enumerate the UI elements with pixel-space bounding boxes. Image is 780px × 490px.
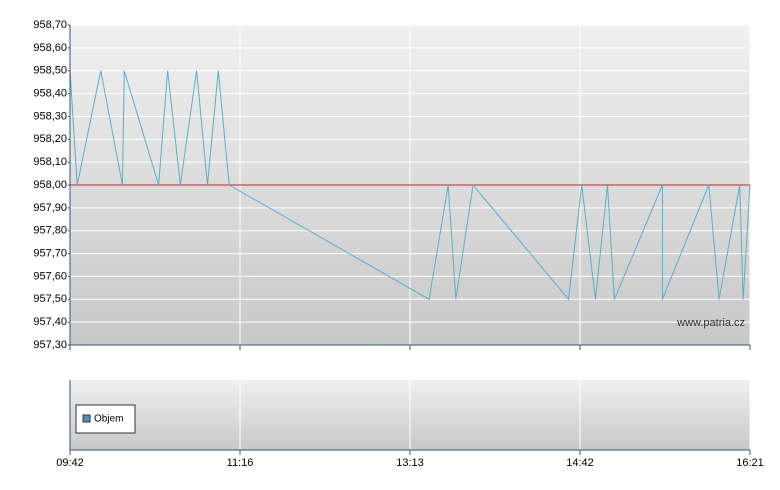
y-tick-label: 957,80 [33,225,67,237]
legend-label: Objem [94,414,123,425]
y-tick-label: 958,40 [33,87,67,99]
watermark: www.patria.cz [676,317,745,329]
x-tick-label: 09:42 [56,457,84,469]
x-tick-label: 16:21 [736,457,764,469]
price-line [69,70,751,301]
y-tick-label: 957,90 [33,202,67,214]
y-tick-label: 958,00 [33,179,67,191]
x-tick-label: 13:13 [396,457,424,469]
y-tick-label: 958,50 [33,65,67,77]
y-tick-label: 958,70 [33,19,67,31]
y-tick-label: 957,70 [33,247,67,259]
y-tick-label: 958,10 [33,156,67,168]
y-tick-label: 958,20 [33,133,67,145]
x-tick-label: 11:16 [227,457,254,469]
legend-swatch [82,414,91,423]
y-tick-label: 958,30 [33,110,67,122]
x-tick-label: 14:42 [566,457,594,469]
y-tick-label: 957,30 [33,339,67,351]
y-tick-label: 957,40 [33,316,67,328]
y-tick-label: 958,60 [33,42,67,54]
y-tick-label: 957,50 [33,293,67,305]
y-tick-label: 957,60 [33,270,67,282]
